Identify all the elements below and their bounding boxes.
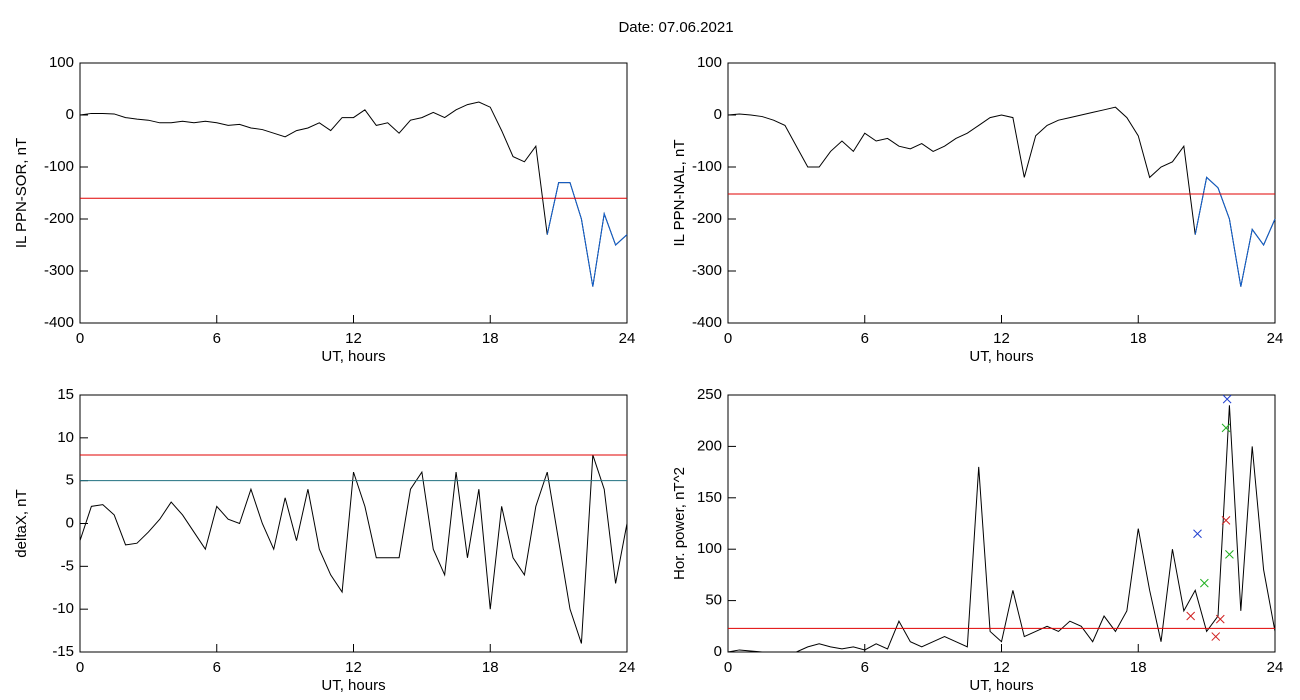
y-tick-label: -15 xyxy=(52,643,74,660)
x-axis-label: UT, hours xyxy=(321,677,385,694)
x-tick-label: 24 xyxy=(1267,659,1284,676)
x-tick-label: 18 xyxy=(482,659,499,676)
x-tick-label: 6 xyxy=(213,330,221,347)
data-line xyxy=(546,182,628,287)
y-tick-label: 5 xyxy=(66,472,74,489)
x-tick-label: 24 xyxy=(619,330,636,347)
data-line xyxy=(727,405,1276,653)
x-tick-label: 18 xyxy=(1130,330,1147,347)
y-tick-label: -100 xyxy=(44,158,74,175)
y-tick-label: -300 xyxy=(44,262,74,279)
y-tick-label: 0 xyxy=(714,643,722,660)
x-tick-label: 0 xyxy=(724,330,732,347)
plot-frame xyxy=(727,62,1276,324)
y-tick-label: 0 xyxy=(66,106,74,123)
y-tick-label: -100 xyxy=(692,158,722,175)
y-axis-label: IL PPN-SOR, nT xyxy=(13,138,30,248)
x-tick-label: 18 xyxy=(1130,659,1147,676)
cross-marker xyxy=(1221,516,1231,525)
x-tick-label: 24 xyxy=(1267,330,1284,347)
y-tick-label: -200 xyxy=(692,210,722,227)
cross-marker xyxy=(1186,611,1196,621)
y-axis-label: Hor. power, nT^2 xyxy=(671,467,688,580)
y-tick-label: 0 xyxy=(66,514,74,531)
cross-marker xyxy=(1199,578,1209,588)
cross-marker xyxy=(1225,549,1234,559)
y-tick-label: -200 xyxy=(44,210,74,227)
data-line xyxy=(727,106,1276,287)
y-tick-label: 10 xyxy=(57,429,74,446)
x-tick-label: 6 xyxy=(861,330,869,347)
y-tick-label: 100 xyxy=(697,54,722,71)
figure-title: Date: 07.06.2021 xyxy=(618,19,733,36)
cross-marker xyxy=(1221,423,1231,433)
y-tick-label: 15 xyxy=(57,386,74,403)
x-tick-label: 6 xyxy=(213,659,221,676)
x-tick-label: 0 xyxy=(76,659,84,676)
x-tick-label: 12 xyxy=(345,330,362,347)
y-tick-label: 200 xyxy=(697,437,722,454)
data-line xyxy=(1194,176,1276,287)
x-tick-label: 12 xyxy=(993,659,1010,676)
plot-frame xyxy=(79,62,628,324)
plot-frame xyxy=(79,394,628,653)
y-axis-label: IL PPN-NAL, nT xyxy=(671,140,688,247)
y-tick-label: 150 xyxy=(697,489,722,506)
x-axis-label: UT, hours xyxy=(321,348,385,365)
y-tick-label: -400 xyxy=(692,314,722,331)
y-tick-label: 250 xyxy=(697,386,722,403)
cross-marker xyxy=(1215,614,1225,624)
y-tick-label: 100 xyxy=(697,540,722,557)
y-axis-label: deltaX, nT xyxy=(13,489,30,557)
y-tick-label: 50 xyxy=(705,592,722,609)
cross-marker xyxy=(1222,394,1232,404)
x-tick-label: 6 xyxy=(861,659,869,676)
y-tick-label: 0 xyxy=(714,106,722,123)
x-axis-label: UT, hours xyxy=(969,677,1033,694)
y-tick-label: -10 xyxy=(52,600,74,617)
y-tick-label: -400 xyxy=(44,314,74,331)
x-tick-label: 12 xyxy=(993,330,1010,347)
x-tick-label: 24 xyxy=(619,659,636,676)
data-line xyxy=(79,454,628,644)
x-axis-label: UT, hours xyxy=(969,348,1033,365)
y-tick-label: -5 xyxy=(61,557,74,574)
cross-marker xyxy=(1193,529,1202,539)
x-tick-label: 0 xyxy=(724,659,732,676)
x-tick-label: 12 xyxy=(345,659,362,676)
x-tick-label: 0 xyxy=(76,330,84,347)
data-line xyxy=(79,101,628,287)
cross-marker xyxy=(1211,632,1221,641)
y-tick-label: -300 xyxy=(692,262,722,279)
y-tick-label: 100 xyxy=(49,54,74,71)
x-tick-label: 18 xyxy=(482,330,499,347)
